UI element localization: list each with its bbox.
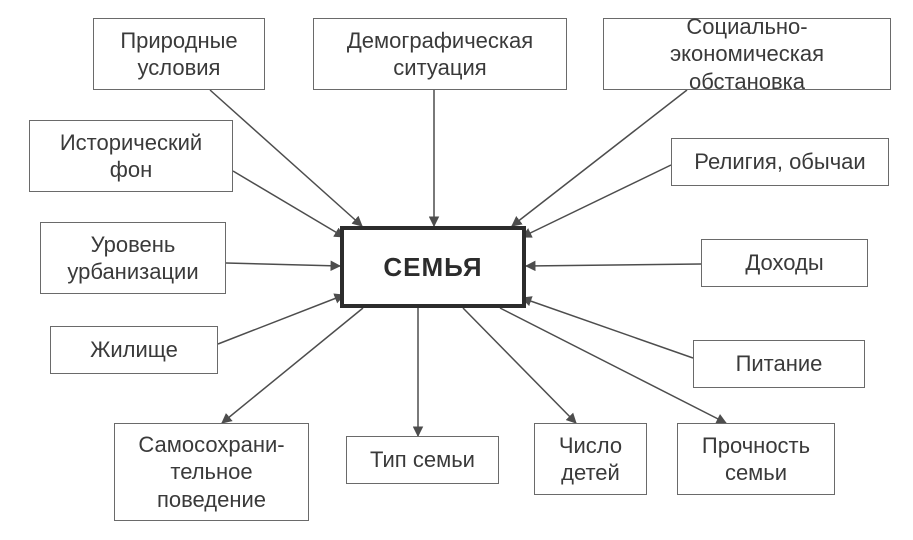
edge-history [233, 171, 344, 237]
node-religion: Религия, обычаи [671, 138, 889, 186]
node-nature: Природныеусловия [93, 18, 265, 90]
edge-urban [226, 263, 340, 266]
edge-food [522, 298, 693, 358]
node-income: Доходы [701, 239, 868, 287]
diagram-canvas: СЕМЬЯ Природныеусловия Демографическаясит… [0, 0, 913, 540]
edge-children [463, 308, 576, 423]
edge-selfpres [222, 308, 363, 423]
edge-income [526, 264, 701, 266]
node-urban: Уровеньурбанизации [40, 222, 226, 294]
node-history: Историческийфон [29, 120, 233, 192]
node-strength: Прочностьсемьи [677, 423, 835, 495]
node-selfpres: Самосохрани-тельноеповедение [114, 423, 309, 521]
edge-socioecon [512, 90, 687, 226]
node-food: Питание [693, 340, 865, 388]
node-demography: Демографическаяситуация [313, 18, 567, 90]
node-housing: Жилище [50, 326, 218, 374]
node-famtype: Тип семьи [346, 436, 499, 484]
node-children: Числодетей [534, 423, 647, 495]
edge-religion [522, 165, 671, 237]
node-socioecon: Социально-экономическаяобстановка [603, 18, 891, 90]
center-node-family: СЕМЬЯ [340, 226, 526, 308]
edge-housing [218, 295, 344, 344]
